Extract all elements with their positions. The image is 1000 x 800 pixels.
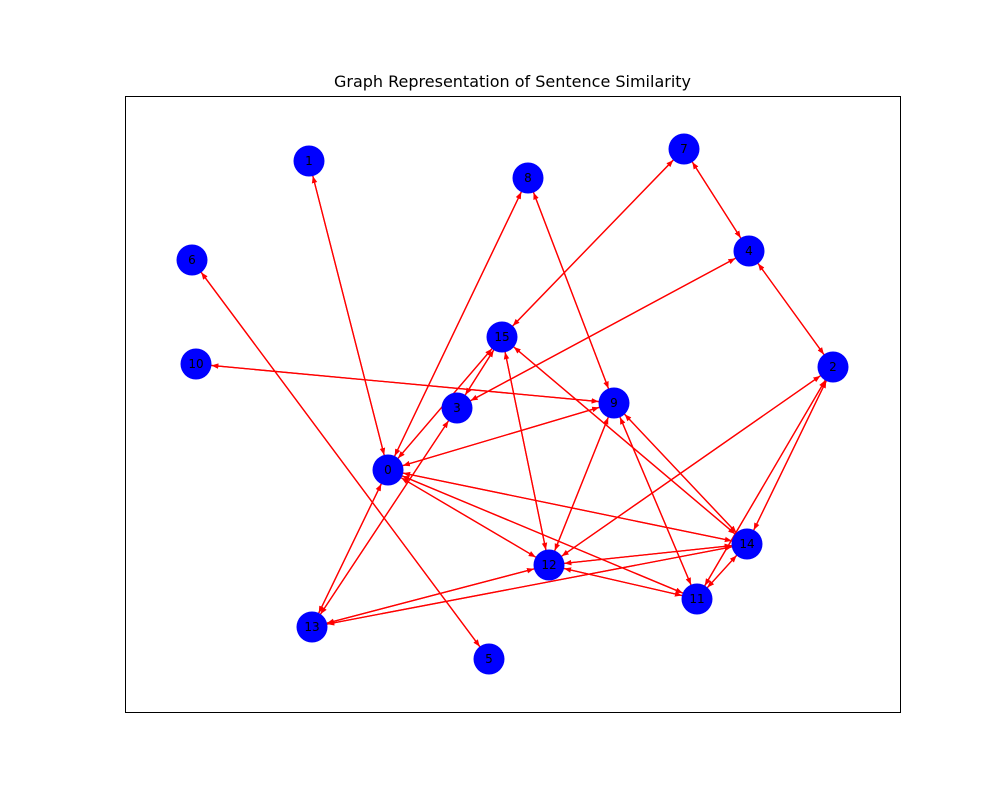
edge-7-15 <box>512 148 685 327</box>
node-1: 1 <box>293 145 325 177</box>
edge-12-15 <box>503 352 550 566</box>
edge-9-8 <box>532 192 615 404</box>
plot-frame <box>125 96 901 713</box>
edge-14-15 <box>513 346 748 545</box>
node-7: 7 <box>668 133 700 165</box>
node-label: 11 <box>689 592 704 606</box>
node-circle <box>598 387 630 419</box>
node-8: 8 <box>512 162 544 194</box>
node-label: 2 <box>829 360 837 374</box>
edge-11-0 <box>402 475 698 600</box>
node-circle <box>733 235 765 267</box>
edge-12-9 <box>548 417 609 566</box>
node-circle <box>473 643 505 675</box>
edge-9-0 <box>402 402 615 467</box>
node-label: 3 <box>453 401 461 415</box>
node-2: 2 <box>817 351 849 383</box>
node-9: 9 <box>598 387 630 419</box>
edge-12-13 <box>326 564 550 625</box>
node-circle <box>486 321 518 353</box>
edge-11-2 <box>696 380 826 600</box>
node-4: 4 <box>733 235 765 267</box>
edges-layer <box>191 148 834 660</box>
edge-4-3 <box>470 250 750 402</box>
edge-14-12 <box>564 543 748 566</box>
edge-5-6 <box>200 272 490 660</box>
node-label: 9 <box>610 396 618 410</box>
node-5: 5 <box>473 643 505 675</box>
node-label: 8 <box>524 171 532 185</box>
edge-12-2 <box>548 375 821 566</box>
edge-14-13 <box>327 543 748 626</box>
node-12: 12 <box>533 549 565 581</box>
node-15: 15 <box>486 321 518 353</box>
node-label: 12 <box>541 558 556 572</box>
node-14: 14 <box>731 528 763 560</box>
chart-title: Graph Representation of Sentence Similar… <box>333 72 692 91</box>
edge-13-0 <box>311 483 382 628</box>
node-6: 6 <box>176 244 208 276</box>
node-circle <box>668 133 700 165</box>
edge-0-1 <box>311 175 389 471</box>
node-circle <box>533 549 565 581</box>
node-circle <box>372 454 404 486</box>
edge-0-8 <box>387 191 522 471</box>
edge-11-12 <box>563 567 698 600</box>
node-label: 6 <box>188 253 196 267</box>
node-circle <box>817 351 849 383</box>
node-10: 10 <box>180 348 212 380</box>
node-label: 4 <box>745 244 753 258</box>
node-3: 3 <box>441 392 473 424</box>
edge-2-4 <box>757 263 834 368</box>
edge-11-9 <box>619 417 698 600</box>
edge-7-4 <box>683 148 742 239</box>
node-13: 13 <box>296 611 328 643</box>
node-label: 7 <box>680 142 688 156</box>
node-circle <box>293 145 325 177</box>
edge-14-9 <box>624 413 748 545</box>
node-label: 5 <box>485 652 493 666</box>
node-circle <box>731 528 763 560</box>
node-0: 0 <box>372 454 404 486</box>
edge-13-3 <box>311 420 449 628</box>
node-circle <box>176 244 208 276</box>
node-circle <box>441 392 473 424</box>
node-label: 13 <box>304 620 319 634</box>
node-label: 10 <box>188 357 203 371</box>
node-circle <box>681 583 713 615</box>
node-label: 14 <box>739 537 754 551</box>
edge-14-2 <box>746 380 827 545</box>
node-circle <box>180 348 212 380</box>
edge-14-0 <box>403 471 748 545</box>
node-label: 15 <box>494 330 509 344</box>
edge-9-10 <box>211 363 615 404</box>
node-11: 11 <box>681 583 713 615</box>
node-circle <box>512 162 544 194</box>
node-label: 1 <box>305 154 313 168</box>
node-circle <box>296 611 328 643</box>
node-label: 0 <box>384 463 392 477</box>
edge-12-0 <box>401 477 550 566</box>
